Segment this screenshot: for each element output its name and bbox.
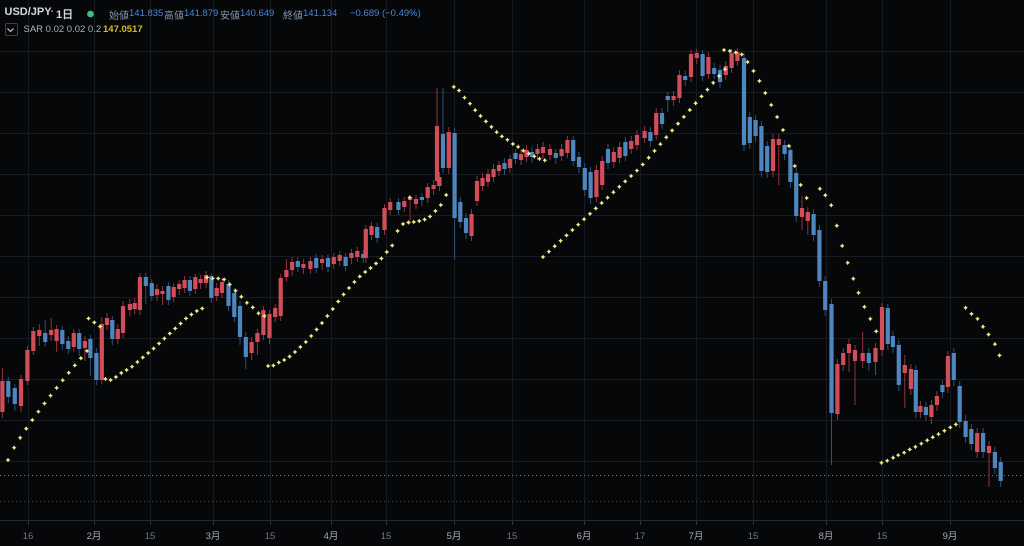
svg-text:17: 17 xyxy=(635,531,646,542)
svg-text:5月: 5月 xyxy=(447,531,462,542)
svg-text:3月: 3月 xyxy=(206,531,221,542)
svg-text:7月: 7月 xyxy=(689,531,704,542)
svg-text:4月: 4月 xyxy=(324,531,339,542)
svg-text:9月: 9月 xyxy=(943,531,958,542)
svg-text:15: 15 xyxy=(145,531,156,542)
svg-text:8月: 8月 xyxy=(819,531,834,542)
svg-text:15: 15 xyxy=(748,531,759,542)
svg-text:2月: 2月 xyxy=(87,531,102,542)
svg-text:6月: 6月 xyxy=(577,531,592,542)
svg-text:15: 15 xyxy=(877,531,888,542)
svg-text:16: 16 xyxy=(23,531,34,542)
svg-text:15: 15 xyxy=(507,531,518,542)
svg-text:15: 15 xyxy=(265,531,276,542)
svg-text:15: 15 xyxy=(381,531,392,542)
